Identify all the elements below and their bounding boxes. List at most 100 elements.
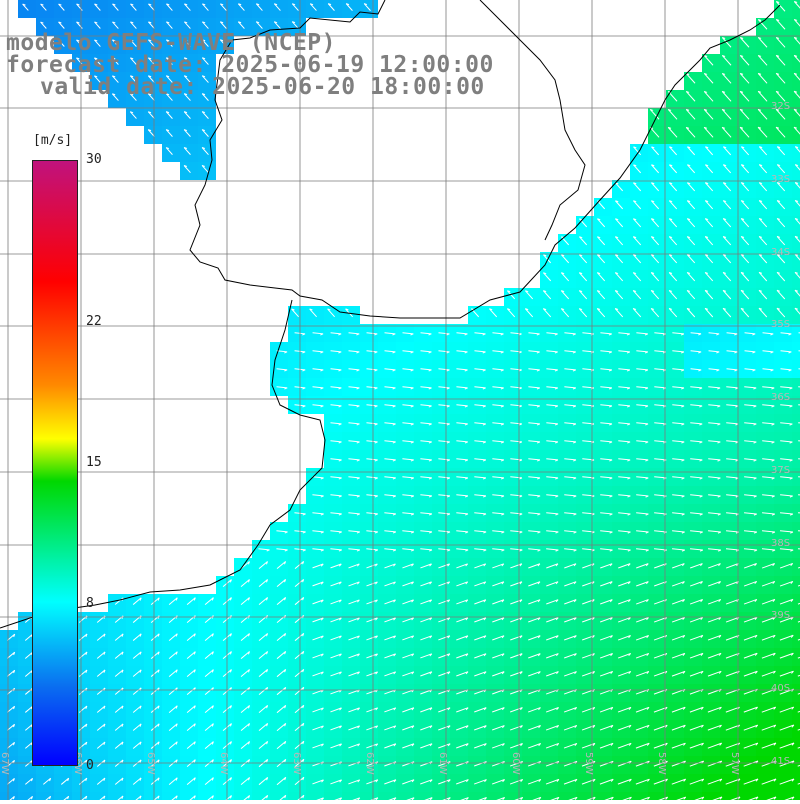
- wind-arrow-head: [754, 599, 758, 603]
- wind-arrow-head: [561, 308, 565, 311]
- wind-arrow: [474, 350, 486, 353]
- wind-arrow-head: [489, 308, 493, 311]
- wind-arrow-head: [668, 126, 672, 129]
- wind-arrow-head: [112, 39, 116, 42]
- wind-arrow-head: [175, 759, 178, 763]
- wind-arrow-head: [121, 759, 124, 763]
- longitude-label: 64W: [218, 752, 229, 775]
- wind-arrow: [581, 742, 596, 749]
- wind-arrow-head: [229, 777, 232, 781]
- wind-arrow: [779, 616, 794, 623]
- wind-arrow-head: [392, 513, 396, 516]
- wind-arrow-head: [771, 531, 776, 534]
- wind-arrow: [762, 386, 775, 389]
- wind-arrow: [635, 742, 650, 749]
- wind-arrow-head: [428, 369, 432, 372]
- wind-arrow: [402, 599, 414, 605]
- wind-arrow: [672, 440, 685, 443]
- wind-arrow-head: [229, 723, 232, 727]
- wind-arrow: [758, 146, 768, 156]
- wind-arrow-head: [238, 3, 242, 6]
- wind-arrow: [366, 617, 378, 623]
- wind-arrow-head: [483, 581, 487, 585]
- wind-arrow: [509, 743, 523, 749]
- wind-arrow: [617, 724, 632, 731]
- wind-arrow-head: [465, 671, 469, 675]
- wind-arrow: [348, 779, 360, 785]
- wind-arrow-head: [776, 271, 781, 274]
- wind-arrow-head: [112, 57, 116, 60]
- wind-arrow: [671, 634, 685, 641]
- wind-arrow-head: [13, 706, 16, 710]
- wind-arrow: [492, 476, 504, 479]
- wind-arrow: [366, 422, 378, 425]
- wind-arrow: [685, 127, 696, 138]
- wind-arrow: [703, 109, 714, 120]
- wind-arrow-head: [465, 635, 469, 639]
- wind-arrow: [653, 617, 667, 623]
- wind-arrow: [330, 512, 342, 515]
- wind-arrow: [743, 778, 759, 785]
- wind-arrow-head: [483, 549, 487, 552]
- wind-arrow-head: [139, 597, 142, 601]
- wind-arrow-head: [309, 308, 313, 311]
- wind-arrow-head: [410, 531, 415, 534]
- wind-arrow-head: [411, 743, 415, 747]
- wind-arrow: [614, 290, 624, 300]
- wind-arrow: [703, 91, 714, 102]
- wind-arrow: [474, 404, 486, 407]
- wind-arrow: [510, 707, 523, 713]
- wind-arrow-head: [520, 725, 523, 729]
- wind-speed-cell: [792, 612, 800, 630]
- wind-arrow-head: [302, 795, 305, 799]
- wind-arrow-head: [338, 617, 342, 621]
- wind-arrow-head: [211, 795, 214, 799]
- wind-arrow-head: [320, 549, 324, 552]
- wind-arrow-head: [740, 54, 744, 57]
- wind-arrow-head: [628, 599, 631, 603]
- wind-arrow-head: [579, 218, 583, 221]
- wind-arrow: [348, 332, 360, 335]
- wind-arrow: [739, 55, 750, 66]
- wind-arrow: [618, 476, 631, 479]
- wind-arrow-head: [700, 599, 703, 603]
- wind-arrow-head: [519, 653, 523, 657]
- wind-arrow: [294, 561, 304, 570]
- wind-arrow: [671, 778, 686, 785]
- wind-arrow-head: [112, 75, 116, 78]
- wind-arrow: [726, 476, 739, 479]
- wind-arrow-head: [626, 387, 631, 390]
- wind-arrow-head: [320, 333, 324, 336]
- wind-arrow: [722, 254, 732, 264]
- wind-arrow: [438, 494, 450, 497]
- wind-arrow: [527, 707, 541, 713]
- wind-arrow: [686, 308, 696, 318]
- wind-arrow-head: [139, 741, 142, 745]
- wind-arrow-head: [794, 199, 799, 202]
- wind-arrow-head: [615, 254, 619, 257]
- wind-arrow-head: [338, 513, 342, 516]
- wind-arrow: [312, 476, 324, 479]
- wind-arrow: [725, 548, 739, 551]
- wind-arrow: [794, 164, 800, 171]
- wind-arrow-head: [627, 477, 631, 480]
- wind-arrow-head: [573, 617, 577, 621]
- wind-arrow-head: [755, 742, 759, 746]
- wind-arrow: [636, 563, 649, 569]
- wind-arrow-head: [302, 633, 305, 637]
- wind-arrow-head: [13, 633, 16, 638]
- wind-arrow: [668, 236, 678, 246]
- wind-arrow-head: [717, 531, 721, 534]
- wind-arrow-head: [687, 146, 691, 149]
- wind-arrow-head: [429, 779, 433, 783]
- wind-arrow-head: [704, 90, 708, 93]
- wind-arrow: [168, 669, 178, 677]
- wind-arrow: [456, 422, 468, 425]
- wind-arrow-head: [374, 423, 378, 426]
- wind-arrow-head: [626, 333, 630, 336]
- wind-arrow-head: [757, 126, 762, 129]
- wind-arrow-head: [302, 777, 305, 781]
- wind-arrow: [474, 530, 487, 533]
- wind-arrow: [420, 458, 432, 461]
